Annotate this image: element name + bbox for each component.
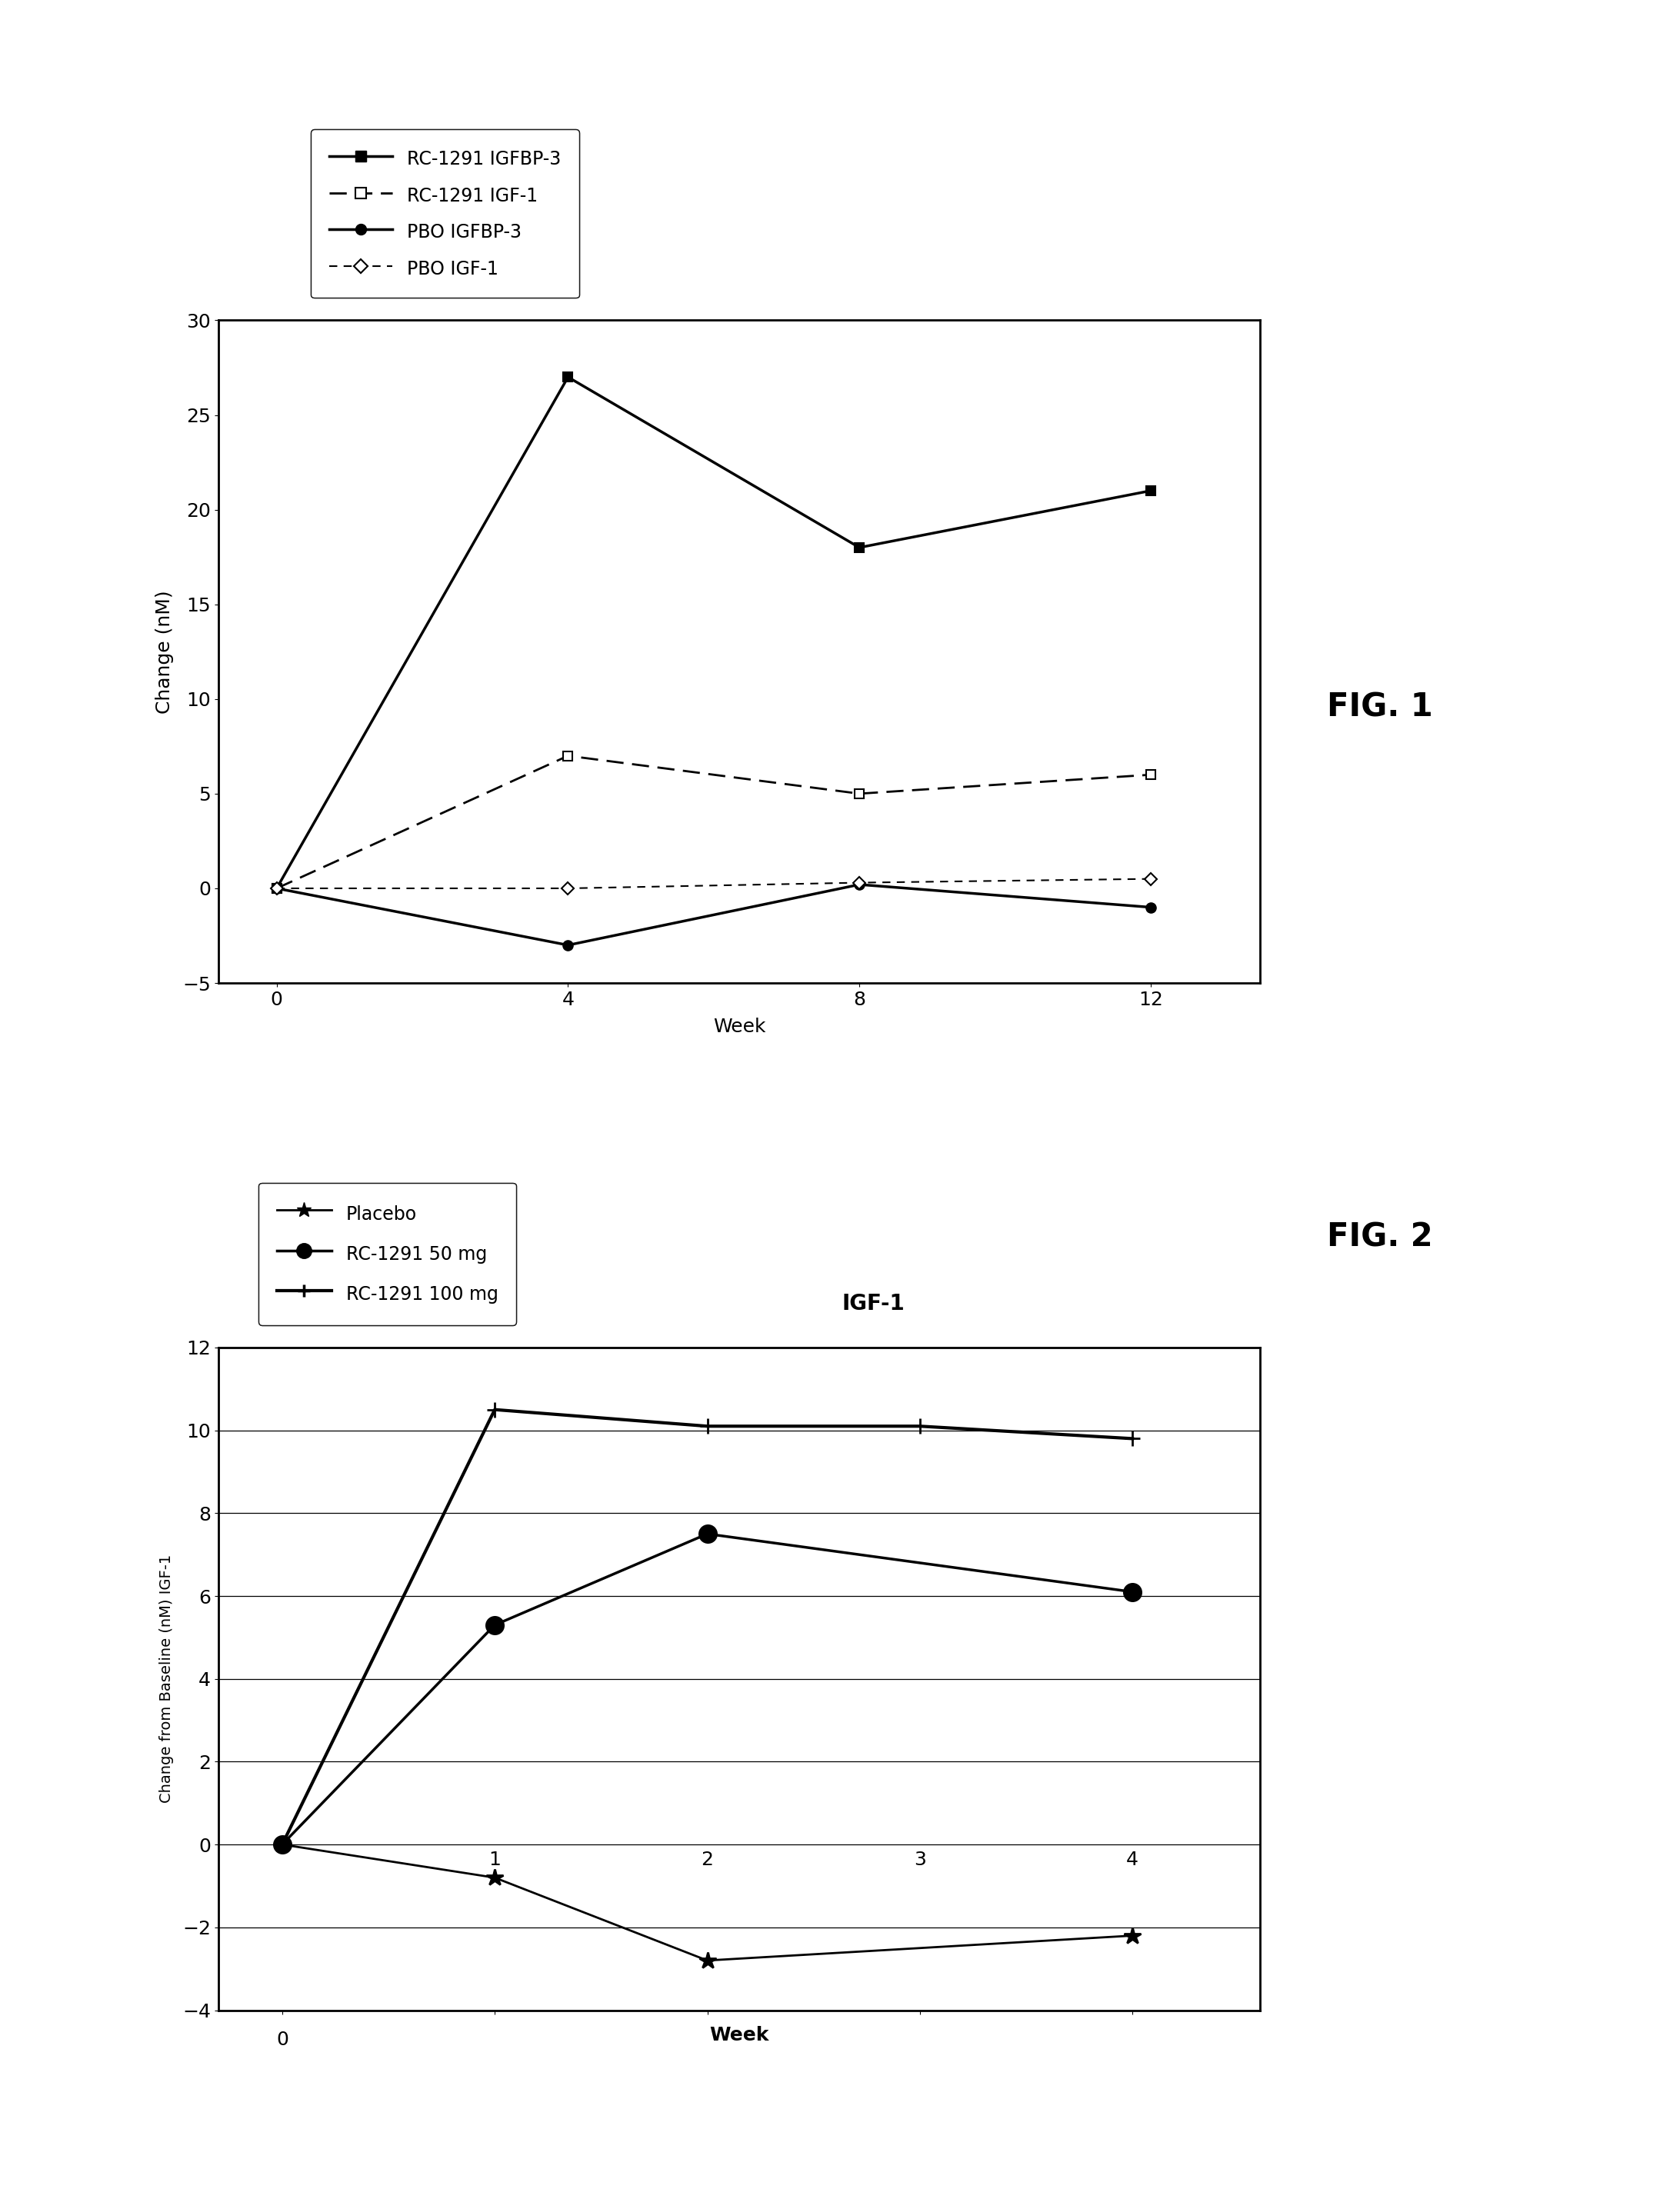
X-axis label: Week: Week xyxy=(709,2026,769,2046)
Text: 2: 2 xyxy=(701,1851,714,1869)
Text: FIG. 1: FIG. 1 xyxy=(1327,691,1433,722)
Y-axis label: Change (nM): Change (nM) xyxy=(156,590,175,714)
Text: 3: 3 xyxy=(914,1851,926,1869)
X-axis label: Week: Week xyxy=(712,1018,766,1036)
Legend: RC-1291 IGFBP-3, RC-1291 IGF-1, PBO IGFBP-3, PBO IGF-1: RC-1291 IGFBP-3, RC-1291 IGF-1, PBO IGFB… xyxy=(311,130,580,298)
Legend: Placebo, RC-1291 50 mg, RC-1291 100 mg: Placebo, RC-1291 50 mg, RC-1291 100 mg xyxy=(259,1182,516,1325)
Text: 4: 4 xyxy=(1126,1851,1139,1869)
Text: 0: 0 xyxy=(276,2030,289,2050)
Text: 1: 1 xyxy=(489,1851,501,1869)
Text: IGF-1: IGF-1 xyxy=(842,1292,906,1314)
Text: FIG. 2: FIG. 2 xyxy=(1327,1222,1433,1253)
Y-axis label: Change from Baseline (nM) IGF-1: Change from Baseline (nM) IGF-1 xyxy=(160,1555,175,1803)
